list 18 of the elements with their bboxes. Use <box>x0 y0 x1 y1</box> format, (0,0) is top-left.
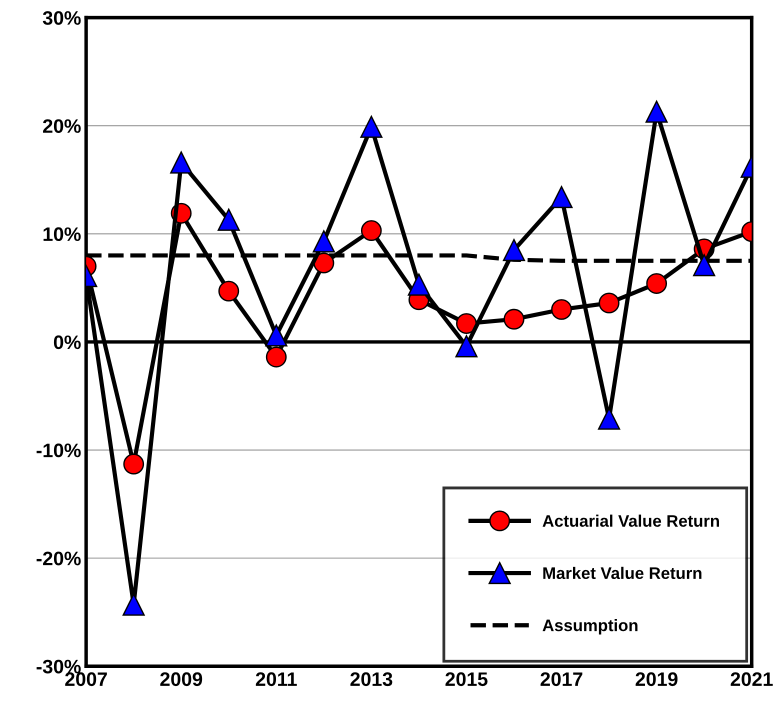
x-tick-label: 2007 <box>65 672 107 686</box>
y-tick-label: 20% <box>43 119 81 133</box>
y-tick-label: 0% <box>54 335 81 350</box>
y-tick-label: -10% <box>36 443 81 458</box>
legend-label: Market Value Return <box>543 566 702 580</box>
x-tick-label: 2009 <box>160 672 202 686</box>
x-tick-label: 2019 <box>636 672 678 686</box>
x-tick-label: 2011 <box>256 672 297 686</box>
y-tick-label: -20% <box>36 552 81 566</box>
y-tick-label: 30% <box>42 11 81 25</box>
x-tick-label: 2013 <box>350 672 392 686</box>
y-tick-label: -30% <box>36 660 81 674</box>
legend-label: Assumption <box>542 619 638 635</box>
legend-label: Actuarial Value Return <box>542 514 719 527</box>
y-tick-label: 10% <box>44 227 81 242</box>
x-tick-label: 2017 <box>540 672 582 686</box>
x-tick-label: 2021 <box>730 672 773 686</box>
x-tick-label: 2015 <box>445 672 488 686</box>
